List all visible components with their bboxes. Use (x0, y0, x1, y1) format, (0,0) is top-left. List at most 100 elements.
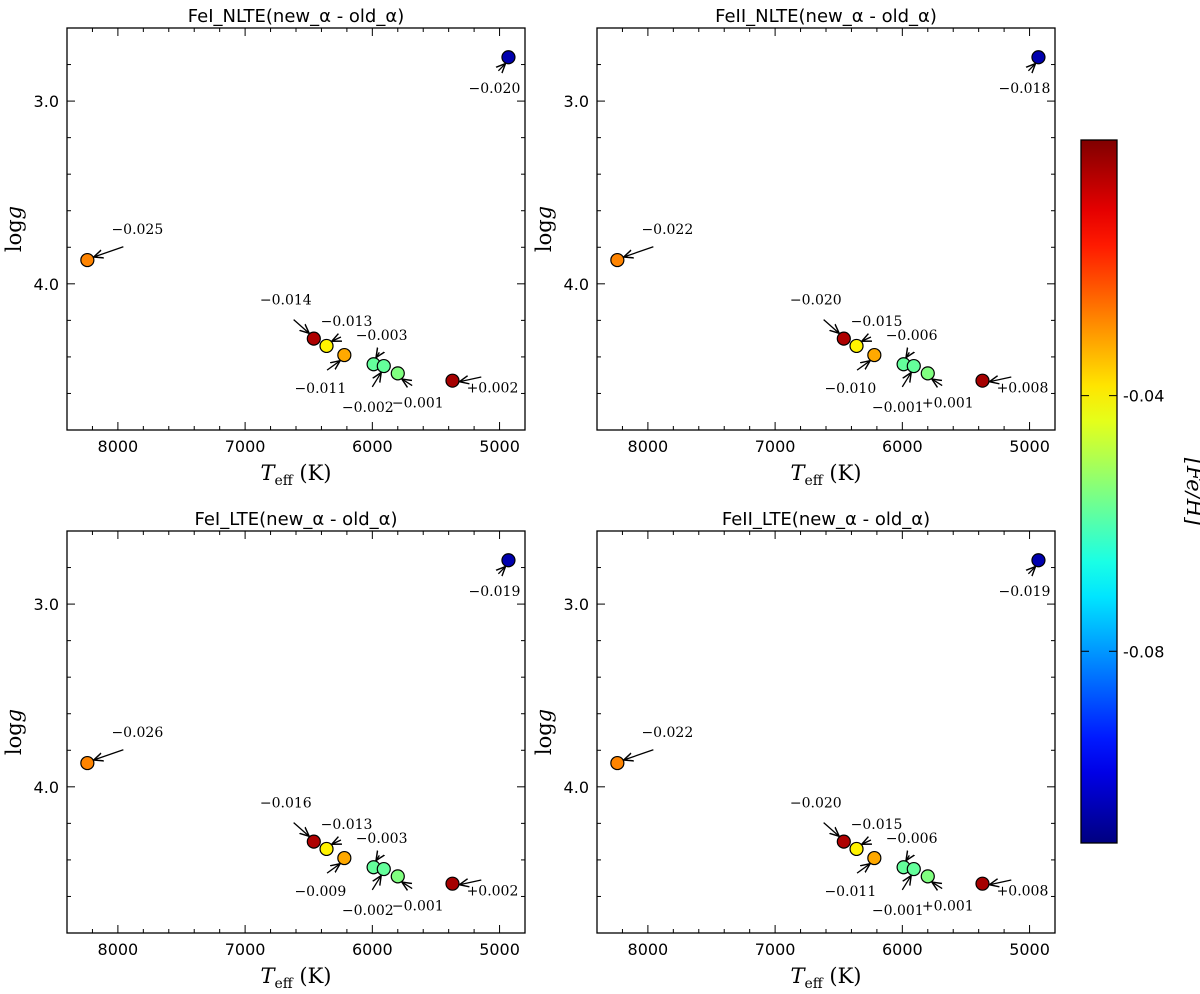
annotation-arrow (862, 840, 871, 844)
data-point (1031, 50, 1046, 65)
x-tick-label: 8000 (628, 437, 669, 456)
annotation-arrow (94, 246, 124, 257)
annotation-label: −0.009 (294, 884, 346, 900)
y-tick-label: 3.0 (34, 92, 59, 111)
annotation-arrow (906, 352, 909, 357)
data-point (906, 358, 921, 374)
annotation-arrow (293, 822, 310, 837)
y-tick-label: 4.0 (564, 275, 589, 294)
annotation-label: +0.008 (997, 381, 1049, 397)
annotation-arrow (1028, 567, 1035, 574)
colorbar-bar (1080, 139, 1118, 844)
annotation-arrow (459, 880, 482, 885)
x-axis-label-symbol: T (261, 461, 277, 485)
data-point (867, 850, 882, 866)
x-axis-label: Teff (K)T_eff (K) (261, 461, 332, 489)
y-axis-label: logglog g (532, 709, 556, 755)
data-point (906, 861, 921, 877)
x-tick-label: 6000 (352, 437, 393, 456)
y-axis-label-log: log (2, 219, 26, 252)
y-tick-label: 4.0 (34, 778, 59, 797)
colorbar: -0.04 -0.08 [Fe/H] (1080, 139, 1200, 844)
annotation-label: −0.026 (111, 725, 163, 741)
annotation-arrow (402, 882, 413, 888)
colorbar-tick-label: -0.04 (1123, 387, 1164, 406)
annotation-arrow (856, 361, 870, 371)
annotation-label: −0.022 (641, 725, 693, 741)
data-point (849, 338, 864, 354)
annotation-arrow (376, 855, 379, 860)
annotation-label: −0.002 (342, 400, 394, 416)
x-axis-label-symbol: T (261, 964, 277, 988)
data-point (306, 331, 321, 346)
annotation-label: −0.003 (356, 328, 408, 344)
data-point (836, 834, 851, 849)
data-point (445, 876, 460, 891)
data-point (337, 347, 352, 363)
annotation-arrow (498, 567, 505, 574)
annotation-label: −0.010 (824, 381, 876, 397)
x-axis-label-subscript: eff (275, 473, 294, 489)
annotation-label: −0.020 (790, 293, 842, 309)
annotation-arrow (326, 864, 340, 874)
x-tick-label: 5000 (479, 940, 520, 959)
y-axis-label-g: g (532, 709, 556, 722)
data-point (920, 366, 935, 381)
y-axis-label-log: log (2, 722, 26, 755)
data-point (1031, 553, 1046, 568)
data-point (975, 876, 990, 891)
x-tick-label: 6000 (882, 437, 923, 456)
annotation-arrow (332, 840, 341, 844)
annotation-label: −0.015 (851, 314, 903, 330)
panel-title: FeII_LTE(new_α - old_α) (722, 509, 930, 530)
y-tick-label: 4.0 (564, 778, 589, 797)
annotation-label: −0.001 (392, 898, 444, 914)
annotation-arrow (459, 377, 482, 382)
data-point (501, 553, 516, 568)
annotation-label: −0.018 (999, 81, 1051, 97)
annotation-arrow (498, 64, 505, 71)
annotation-label: +0.002 (467, 884, 519, 900)
annotation-arrow (1028, 64, 1035, 71)
data-point (390, 366, 405, 381)
data-point (849, 841, 864, 857)
annotation-arrow (906, 855, 909, 860)
annotation-arrow (989, 377, 1012, 382)
x-axis-label-unit: (K) (293, 964, 332, 988)
data-point (80, 252, 95, 268)
data-point (319, 841, 334, 857)
annotation-label: −0.001 (392, 395, 444, 411)
x-axis-label-unit: (K) (293, 461, 332, 485)
annotation-label: +0.001 (922, 898, 974, 914)
annotation-arrow (856, 864, 870, 874)
annotation-label: +0.008 (997, 884, 1049, 900)
y-tick-label: 4.0 (34, 275, 59, 294)
x-tick-label: 5000 (1009, 940, 1050, 959)
annotation-arrow (823, 822, 840, 837)
annotation-label: −0.020 (469, 81, 521, 97)
y-axis-label-g: g (532, 206, 556, 219)
x-axis-label-symbol: T (791, 461, 807, 485)
annotation-arrow (326, 361, 340, 371)
annotation-arrow (901, 373, 911, 388)
data-point (306, 834, 321, 849)
annotation-arrow (371, 373, 381, 388)
annotation-label: −0.006 (886, 831, 938, 847)
x-axis-label-symbol: T (791, 964, 807, 988)
annotation-arrow (862, 337, 871, 341)
annotation-label: −0.006 (886, 328, 938, 344)
data-point (445, 373, 460, 388)
annotation-arrow (989, 880, 1012, 885)
panel-title: FeI_LTE(new_α - old_α) (194, 509, 397, 530)
x-axis-label: Teff (K)T_eff (K) (791, 461, 862, 489)
x-tick-label: 8000 (98, 437, 139, 456)
x-tick-label: 5000 (1009, 437, 1050, 456)
annotation-label: −0.013 (321, 817, 373, 833)
panel-3: FeI_LTE(new_α - old_α) 8000 7000 6000 5000 3.… (2, 509, 526, 992)
x-axis-label-subscript: eff (805, 976, 824, 992)
annotation-arrow (932, 882, 943, 888)
panel-2: FeII_NLTE(new_α - old_α) 8000 7000 6000 5000… (532, 6, 1056, 489)
data-point (376, 358, 391, 374)
x-axis-label-subscript: eff (805, 473, 824, 489)
annotation-label: −0.013 (321, 314, 373, 330)
